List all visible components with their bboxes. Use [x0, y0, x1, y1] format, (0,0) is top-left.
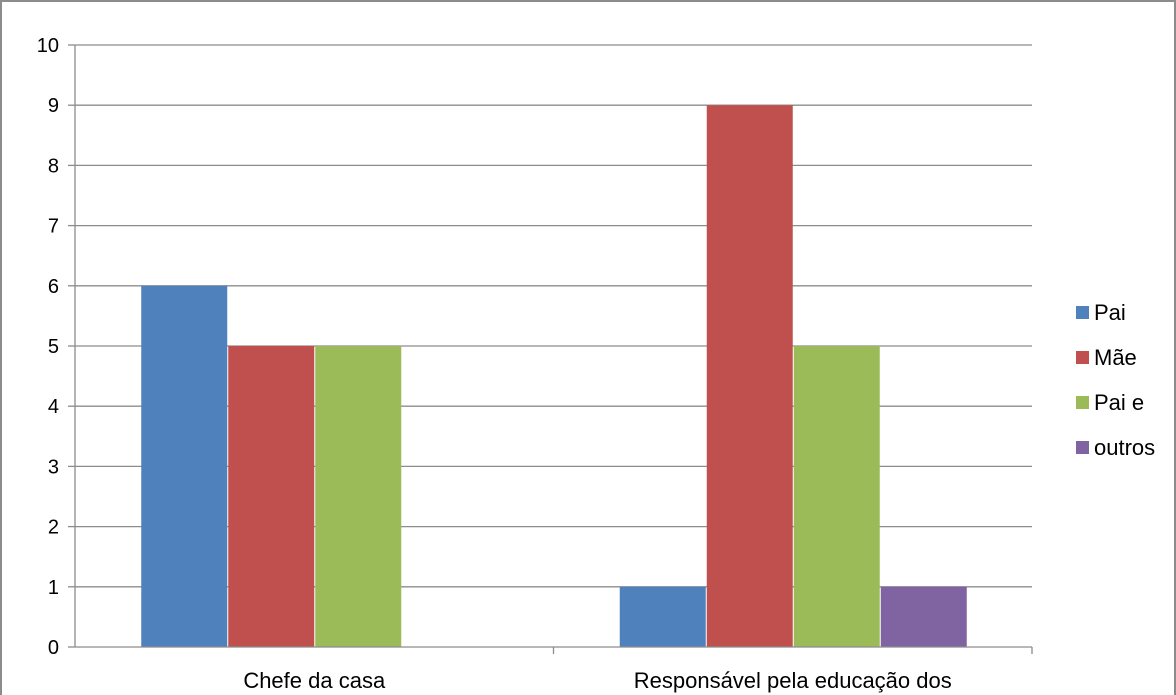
y-tick-label: 2	[48, 517, 59, 539]
legend-swatch	[1076, 351, 1089, 364]
legend-swatch	[1076, 306, 1089, 319]
legend-label: Pai	[1094, 300, 1126, 325]
legend-swatch	[1076, 441, 1089, 454]
y-tick-labels: 0 1 2 3 4 5 6 7 8 9 10	[37, 35, 59, 659]
legend: Pai Mãe Pai e outros	[1076, 300, 1155, 460]
y-tick-label: 5	[48, 336, 59, 358]
y-tick-label: 0	[48, 637, 59, 659]
y-tick-label: 9	[48, 95, 59, 117]
bar-mãe-1	[706, 105, 793, 647]
y-tick-label: 8	[48, 155, 59, 177]
legend-swatch	[1076, 396, 1089, 409]
y-tick-label: 3	[48, 456, 59, 478]
y-tick-label: 1	[48, 577, 59, 599]
legend-label: Mãe	[1094, 345, 1137, 370]
y-tick-label: 6	[48, 276, 59, 298]
bars	[141, 105, 967, 647]
axes	[68, 44, 1033, 654]
y-tick-label: 4	[48, 396, 59, 418]
legend-label: Pai e	[1094, 390, 1144, 415]
bar-pai-e-1	[793, 346, 880, 647]
legend-label: outros	[1094, 435, 1155, 460]
bar-outros-1	[880, 586, 967, 647]
category-labels: Chefe da casa Responsável pela educação d…	[243, 668, 951, 693]
bar-pai-e-0	[315, 346, 402, 647]
category-label: Chefe da casa	[243, 668, 386, 693]
y-tick-label: 7	[48, 216, 59, 238]
bar-pai-0	[141, 285, 228, 647]
category-label: Responsável pela educação dos	[634, 668, 952, 693]
bar-mãe-0	[228, 346, 315, 647]
bar-pai-1	[619, 586, 706, 647]
y-tick-label: 10	[37, 35, 59, 57]
